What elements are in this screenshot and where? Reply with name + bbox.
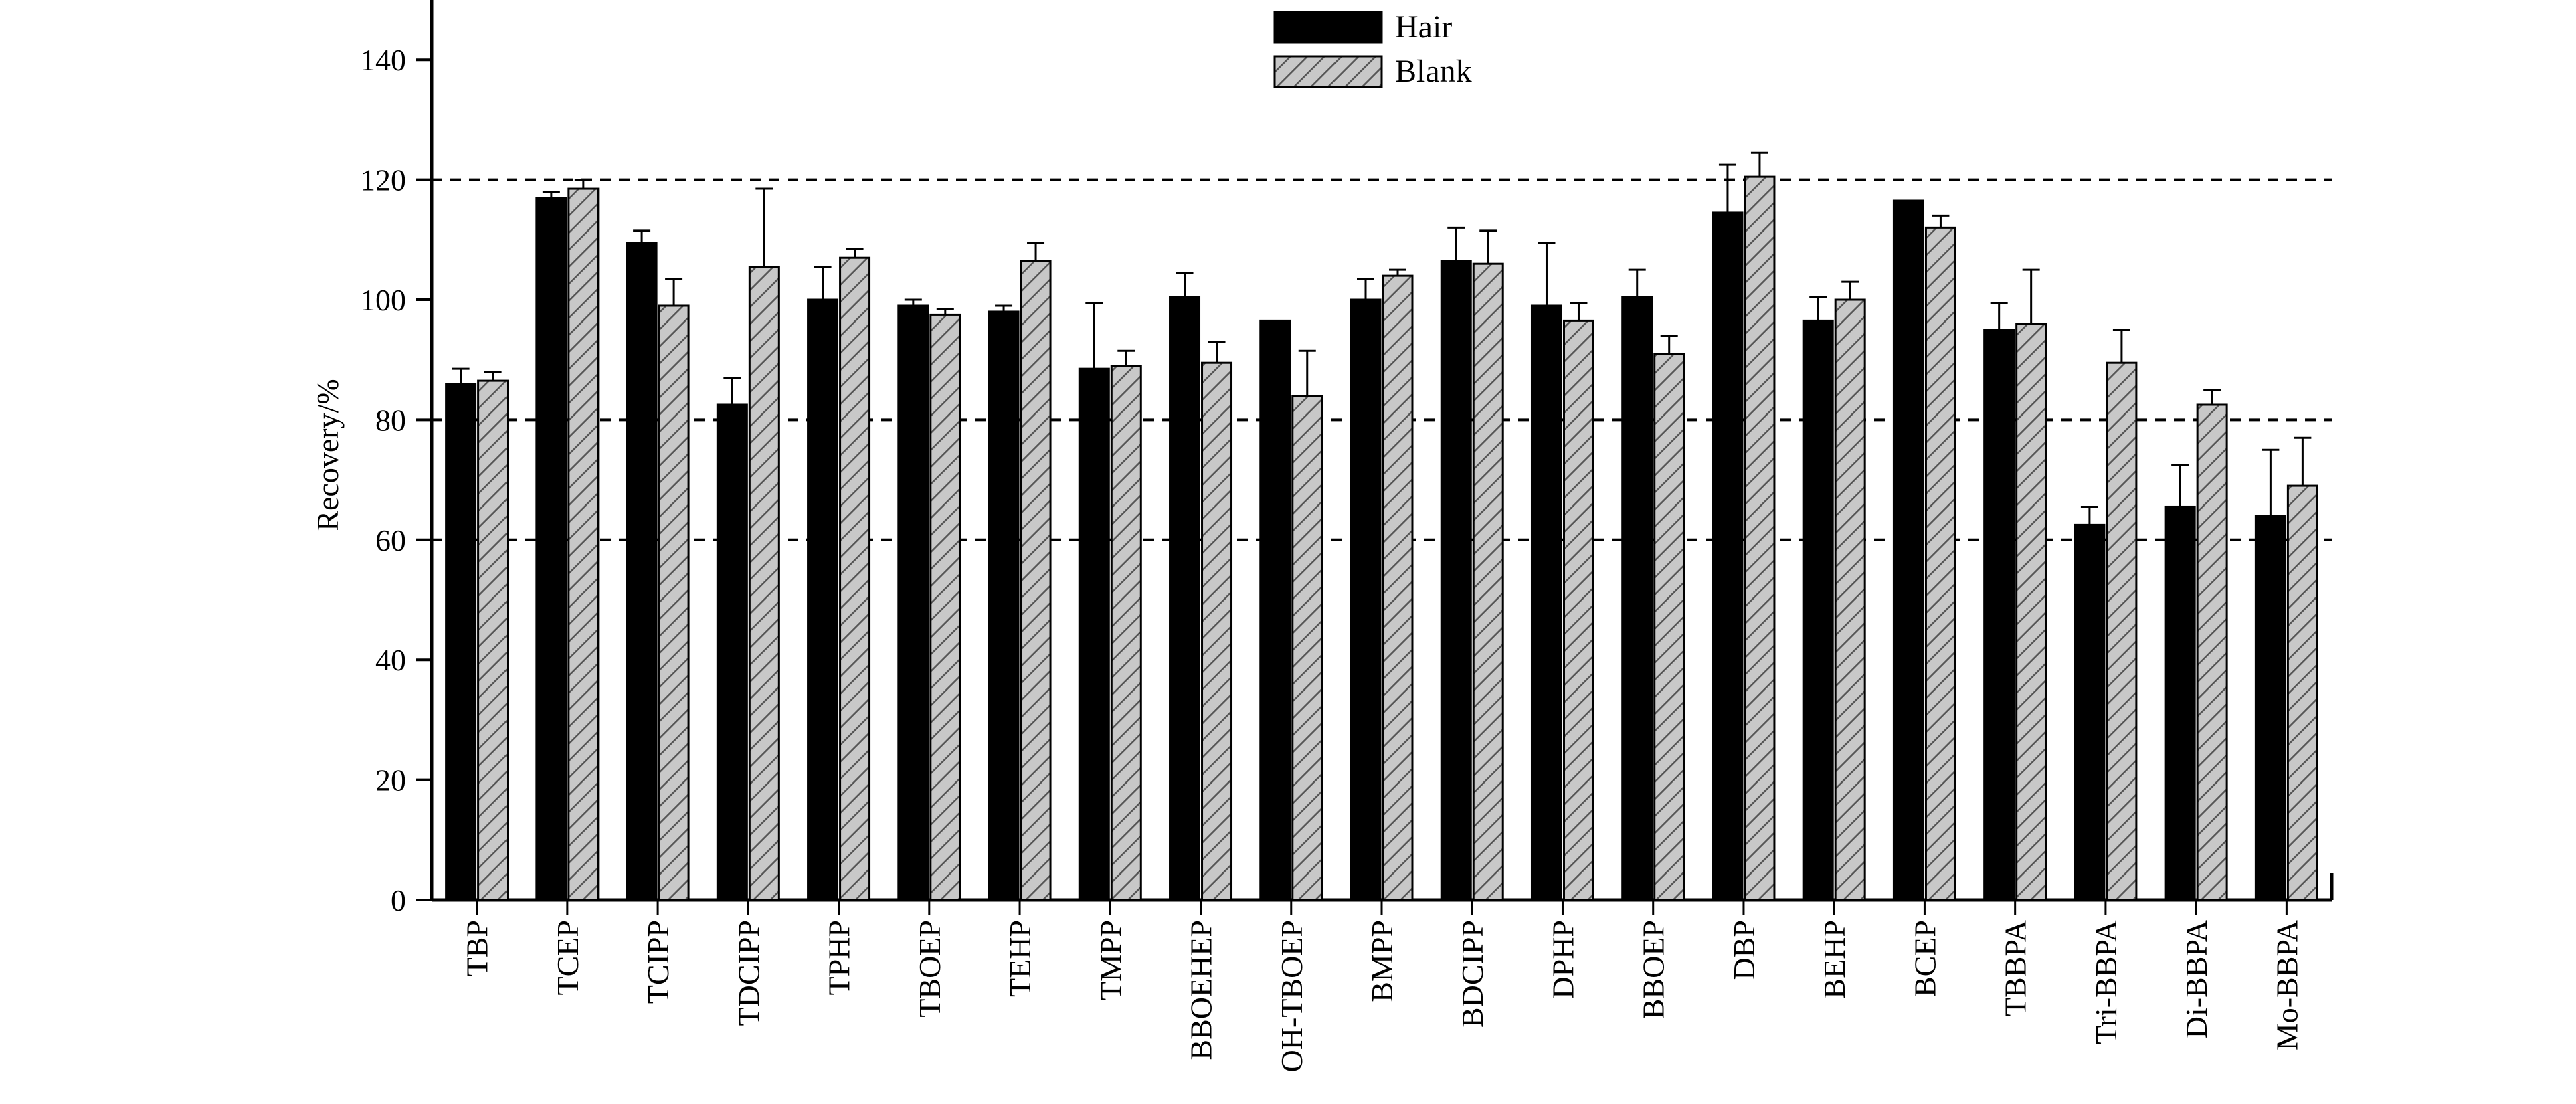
x-tick-label-DBP: DBP: [1727, 920, 1761, 980]
y-tick-label: 120: [360, 163, 406, 197]
bar-blank-DBP: [1744, 175, 1776, 901]
y-tick-label: 0: [391, 883, 406, 917]
bar-hair-OH-TBOEP: [1259, 319, 1291, 901]
bar-blank-OH-TBOEP: [1291, 395, 1323, 901]
legend: Hair Blank: [1273, 9, 1472, 89]
bar-hair-TEHP: [988, 310, 1020, 901]
bar-blank-BDCIPP: [1472, 262, 1504, 901]
bar-hair-Di-BBPA: [2164, 505, 2196, 901]
bar-hair-TPHP: [807, 298, 839, 901]
bar-blank-DPHP: [1562, 319, 1594, 901]
bar-hair-TCEP: [535, 197, 567, 901]
legend-label-blank: Blank: [1395, 54, 1472, 89]
bar-blank-TMPP: [1110, 365, 1142, 901]
x-tick-label-TCEP: TCEP: [551, 920, 585, 995]
x-tick-label-Tri-BBPA: Tri-BBPA: [2089, 920, 2123, 1044]
x-tick-label-TCIPP: TCIPP: [641, 920, 675, 1004]
bar-blank-Mo-BBPA: [2286, 484, 2318, 901]
bar-hair-BMPP: [1350, 298, 1382, 901]
bar-blank-TEHP: [1020, 260, 1052, 901]
y-tick-label: 80: [375, 403, 406, 437]
bar-blank-BBOEP: [1653, 353, 1685, 901]
x-tick-label-TEHP: TEHP: [1003, 920, 1037, 997]
bar-blank-TBOEP: [929, 313, 961, 901]
bar-blank-BMPP: [1382, 274, 1414, 901]
bar-hair-DPHP: [1530, 304, 1562, 901]
bar-blank-TPHP: [839, 256, 871, 901]
bar-hair-TCIPP: [626, 242, 658, 901]
x-tick-label-BDCIPP: BDCIPP: [1455, 920, 1489, 1028]
legend-swatch-blank: [1273, 55, 1383, 88]
bar-blank-Tri-BBPA: [2106, 361, 2138, 901]
y-tick-label: 40: [375, 643, 406, 677]
bar-hair-BEHP: [1802, 319, 1834, 901]
bar-hair-TMPP: [1078, 367, 1110, 901]
x-tick-label-BEHP: BEHP: [1817, 920, 1851, 999]
bar-hair-BCEP: [1892, 199, 1924, 901]
x-tick-label-TDCIPP: TDCIPP: [731, 920, 765, 1026]
legend-swatch-hair: [1273, 11, 1383, 44]
y-tick-label: 60: [375, 523, 406, 557]
bar-blank-BCEP: [1924, 226, 1956, 901]
x-tick-label-TPHP: TPHP: [822, 920, 856, 995]
bar-hair-Mo-BBPA: [2254, 515, 2286, 901]
x-tick-label-BCEP: BCEP: [1908, 920, 1942, 997]
x-tick-label-Di-BBPA: Di-BBPA: [2179, 920, 2213, 1038]
x-tick-label-BMPP: BMPP: [1365, 920, 1399, 1002]
bar-hair-Tri-BBPA: [2074, 523, 2106, 901]
x-tick-label-TBOEP: TBOEP: [913, 920, 947, 1018]
bar-hair-BBOEHEP: [1169, 296, 1201, 901]
y-tick-label: 140: [360, 43, 406, 77]
bar-hair-TBOEP: [897, 304, 929, 901]
bar-hair-TDCIPP: [716, 403, 748, 901]
bar-hair-BBOEP: [1621, 296, 1653, 901]
plot-area: 0 20 40 60 80 100 120 140 TBP TCEP TCIPP TDCIPP TPHP…: [360, 0, 2334, 1072]
x-tick-label-Mo-BBPA: Mo-BBPA: [2270, 920, 2304, 1050]
bar-blank-Di-BBPA: [2196, 403, 2228, 901]
x-tick-label-TMPP: TMPP: [1093, 920, 1127, 1000]
y-tick-label: 20: [375, 763, 406, 798]
bar-blank-TBBPA: [2015, 323, 2047, 901]
x-tick-label-BBOEP: BBOEP: [1637, 920, 1671, 1019]
x-tick-label-DPHP: DPHP: [1546, 920, 1580, 999]
y-axis-title: Recovery/%: [310, 379, 345, 531]
bar-blank-BEHP: [1834, 298, 1866, 901]
legend-label-hair: Hair: [1395, 9, 1452, 45]
bar-hair-TBP: [445, 383, 477, 901]
y-tick-label: 100: [360, 283, 406, 317]
bar-blank-TCIPP: [658, 304, 690, 901]
bar-hair-TBBPA: [1983, 329, 2015, 901]
x-tick-label-BBOEHEP: BBOEHEP: [1184, 920, 1218, 1061]
bar-blank-TBP: [477, 379, 509, 901]
x-tick-label-TBBPA: TBBPA: [1999, 920, 2033, 1016]
x-tick-label-OH-TBOEP: OH-TBOEP: [1275, 920, 1309, 1072]
bar-hair-DBP: [1712, 211, 1744, 901]
x-tick-label-TBP: TBP: [460, 920, 494, 976]
bar-hair-BDCIPP: [1440, 260, 1472, 901]
bar-blank-TCEP: [567, 187, 600, 901]
bar-blank-TDCIPP: [748, 266, 780, 901]
bar-blank-BBOEHEP: [1201, 361, 1233, 901]
